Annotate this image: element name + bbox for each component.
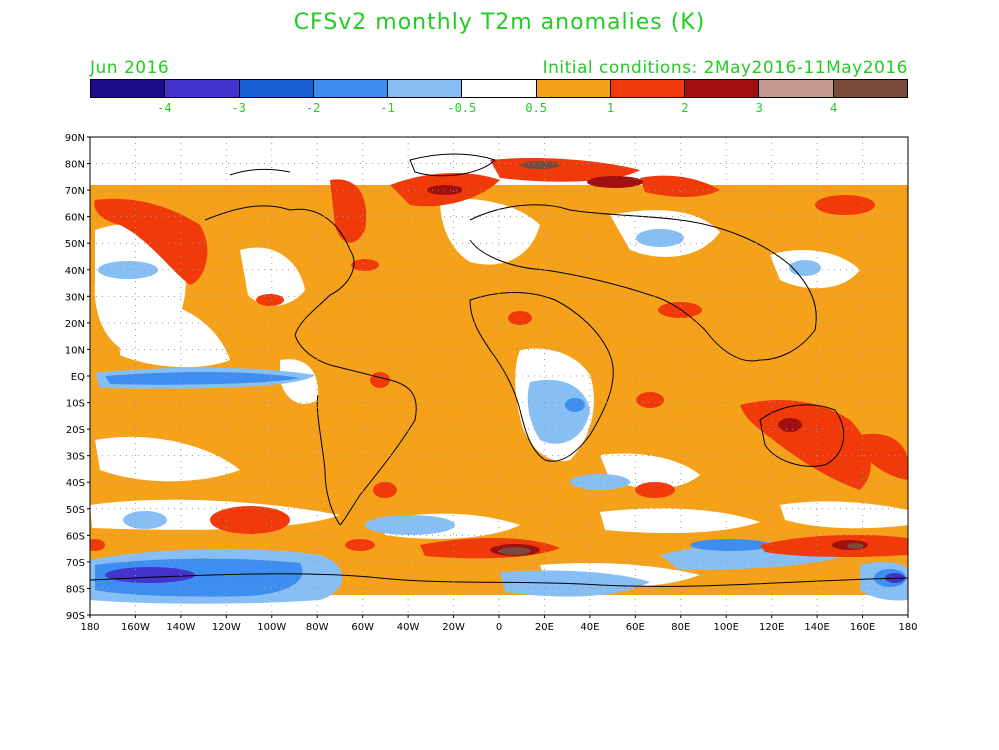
longitude-label: 140W (166, 622, 195, 633)
colorbar-swatch (388, 80, 463, 97)
latitude-label: 40N (65, 266, 85, 277)
latitude-label: 60N (65, 213, 85, 224)
colorbar-label: -1 (380, 101, 395, 115)
latitude-label: 20N (65, 319, 85, 330)
longitude-label: 80E (671, 622, 690, 633)
latitude-label: 30N (65, 292, 85, 303)
longitude-label: 60W (351, 622, 374, 633)
longitude-label: 160W (121, 622, 150, 633)
colorbar-label: -3 (231, 101, 246, 115)
chart-title: CFSv2 monthly T2m anomalies (K) (293, 10, 706, 35)
longitude-label: 180 (80, 622, 99, 633)
longitude-label: 60E (626, 622, 645, 633)
longitude-label: 120E (759, 622, 784, 633)
longitude-label: 20E (535, 622, 554, 633)
colorbar-label: -0.5 (447, 101, 477, 115)
longitude-label: 40W (397, 622, 420, 633)
coastlines (90, 153, 908, 587)
longitude-label: 20W (442, 622, 465, 633)
latitude-label: 80S (66, 584, 85, 595)
latitude-label: 30S (66, 452, 85, 463)
latitude-label: 40S (66, 478, 85, 489)
latitude-label: 20S (66, 425, 85, 436)
longitude-label: 160E (850, 622, 875, 633)
colorbar-swatch (313, 80, 389, 97)
colorbar-swatch (536, 80, 611, 97)
colorbar-label: -2 (305, 101, 321, 115)
colorbar-swatch (239, 80, 314, 97)
colorbar-swatch (91, 80, 166, 97)
colorbar-label: 0.5 (525, 101, 548, 115)
initial-conditions: Initial conditions: 2May2016-11May2016 (542, 58, 908, 78)
colorbar-swatch (685, 80, 760, 97)
colorbar-label: -4 (157, 101, 172, 115)
latitude-labels: 90N 80N 70N 60N 50N 40N 30N 20N 10N EQ 10S 20S 30S 40… (65, 133, 90, 622)
colorbar-swatch (462, 80, 537, 97)
anomaly-field (90, 137, 908, 615)
colorbar-label: 3 (755, 101, 763, 115)
longitude-label: 40E (580, 622, 599, 633)
colorbar-label: 2 (681, 101, 689, 115)
latitude-label: EQ (71, 372, 85, 383)
latitude-label: 50N (65, 239, 85, 250)
latitude-label: 80N (65, 160, 85, 171)
colorbar-swatch (610, 80, 686, 97)
longitude-label: 80W (306, 622, 329, 633)
colorbar-label: 4 (830, 101, 838, 115)
latitude-label: 10S (66, 399, 85, 410)
valid-month: Jun 2016 (90, 58, 170, 78)
colorbar-label: 1 (606, 101, 615, 115)
longitude-label: 180 (898, 622, 917, 633)
longitude-labels: 180 160W 140W 120W 100W 80W 60W 40W 20W 0 20E 40E 60… (80, 615, 918, 633)
latitude-label: 50S (66, 505, 85, 516)
longitude-label: 140E (804, 622, 829, 633)
colorbar (90, 79, 908, 98)
colorbar-swatch (759, 80, 834, 97)
latitude-label: 60S (66, 531, 85, 542)
latitude-label: 10N (65, 345, 85, 356)
warm-extreme-regions (499, 161, 863, 555)
latitude-label: 90N (65, 133, 85, 144)
longitude-label: 100W (257, 622, 286, 633)
colorbar-swatch (165, 80, 240, 97)
longitude-label: 0 (496, 622, 502, 633)
longitude-label: 120W (212, 622, 241, 633)
colorbar-swatch (833, 80, 907, 97)
latitude-label: 70N (65, 186, 85, 197)
latitude-label: 70S (66, 558, 85, 569)
latitude-label: 90S (66, 611, 85, 622)
longitude-label: 100E (714, 622, 739, 633)
grid-lines (90, 137, 908, 615)
